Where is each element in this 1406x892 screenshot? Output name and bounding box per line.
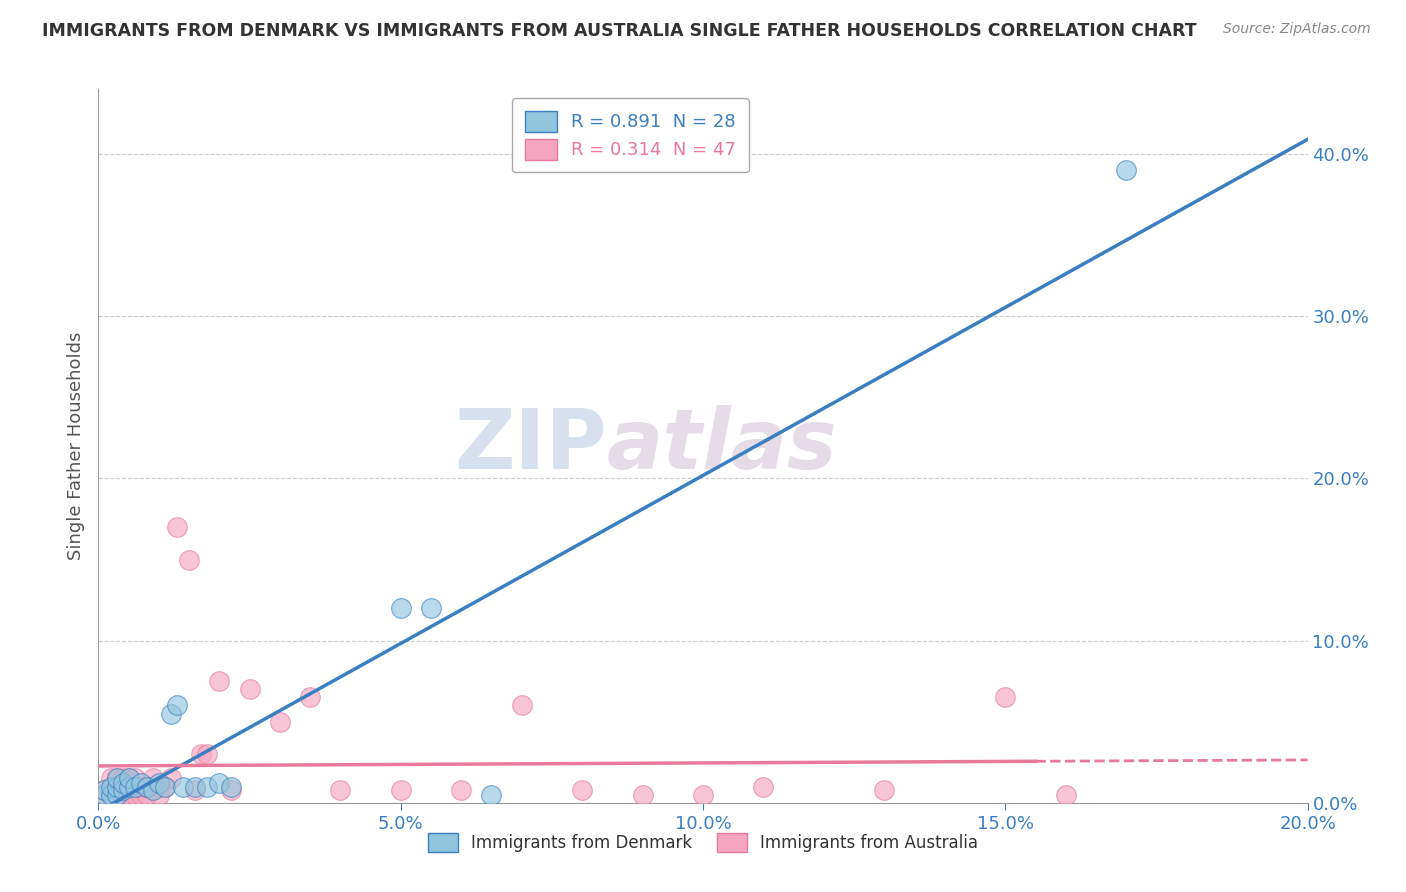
Text: atlas: atlas (606, 406, 837, 486)
Point (148, 776, 170, 790)
Point (195, 747, 218, 761)
Point (389, 601, 412, 615)
Point (105, 780, 128, 794)
Point (118, 780, 141, 794)
Legend: Immigrants from Denmark, Immigrants from Australia: Immigrants from Denmark, Immigrants from… (420, 826, 986, 859)
Point (329, 782, 352, 797)
Point (208, 674, 231, 689)
Text: IMMIGRANTS FROM DENMARK VS IMMIGRANTS FROM AUSTRALIA SINGLE FATHER HOUSEHOLDS CO: IMMIGRANTS FROM DENMARK VS IMMIGRANTS FR… (42, 22, 1197, 40)
Point (153, 780, 176, 794)
Point (142, 782, 165, 797)
Point (994, 690, 1017, 705)
Point (481, 788, 503, 802)
Point (93, 782, 115, 797)
Text: Source: ZipAtlas.com: Source: ZipAtlas.com (1223, 22, 1371, 37)
Point (269, 714, 291, 729)
Point (118, 772, 141, 786)
Point (1054, 788, 1077, 802)
Point (221, 782, 243, 797)
Point (510, 698, 533, 713)
Point (571, 782, 593, 797)
Point (129, 780, 152, 794)
Point (111, 782, 134, 797)
Point (179, 552, 201, 566)
Point (100, 780, 122, 794)
Point (221, 780, 243, 794)
Point (111, 788, 134, 802)
Point (239, 682, 262, 697)
Point (124, 772, 146, 786)
Point (135, 780, 157, 794)
Point (1115, 163, 1137, 178)
Point (105, 788, 128, 802)
Point (100, 780, 122, 794)
Point (148, 780, 170, 794)
Point (118, 772, 141, 786)
Point (93, 788, 115, 802)
Point (148, 788, 170, 802)
Point (100, 772, 122, 786)
Point (105, 780, 128, 794)
Point (111, 772, 134, 786)
Point (111, 776, 134, 790)
Point (160, 706, 183, 721)
Point (105, 772, 128, 786)
Point (208, 776, 231, 790)
Point (118, 788, 141, 802)
Point (105, 772, 128, 786)
Point (166, 698, 188, 713)
Point (873, 782, 896, 797)
Point (184, 780, 207, 794)
Point (184, 782, 207, 797)
Point (111, 780, 134, 794)
Point (195, 780, 218, 794)
Point (93, 782, 115, 797)
Point (129, 776, 152, 790)
Point (389, 782, 412, 797)
Point (135, 780, 157, 794)
Point (166, 520, 188, 534)
Point (124, 780, 146, 794)
Point (153, 780, 176, 794)
Point (124, 788, 146, 802)
Point (420, 601, 443, 615)
Y-axis label: Single Father Households: Single Father Households (66, 332, 84, 560)
Point (172, 780, 194, 794)
Point (450, 782, 472, 797)
Point (299, 690, 322, 705)
Point (93, 788, 115, 802)
Point (129, 788, 152, 802)
Point (124, 780, 146, 794)
Point (190, 747, 212, 761)
Point (118, 780, 141, 794)
Point (752, 780, 775, 794)
Point (100, 788, 122, 802)
Point (160, 772, 183, 786)
Point (105, 788, 128, 802)
Point (142, 772, 165, 786)
Point (100, 788, 122, 802)
Point (135, 788, 157, 802)
Text: ZIP: ZIP (454, 406, 606, 486)
Point (631, 788, 654, 802)
Point (692, 788, 714, 802)
